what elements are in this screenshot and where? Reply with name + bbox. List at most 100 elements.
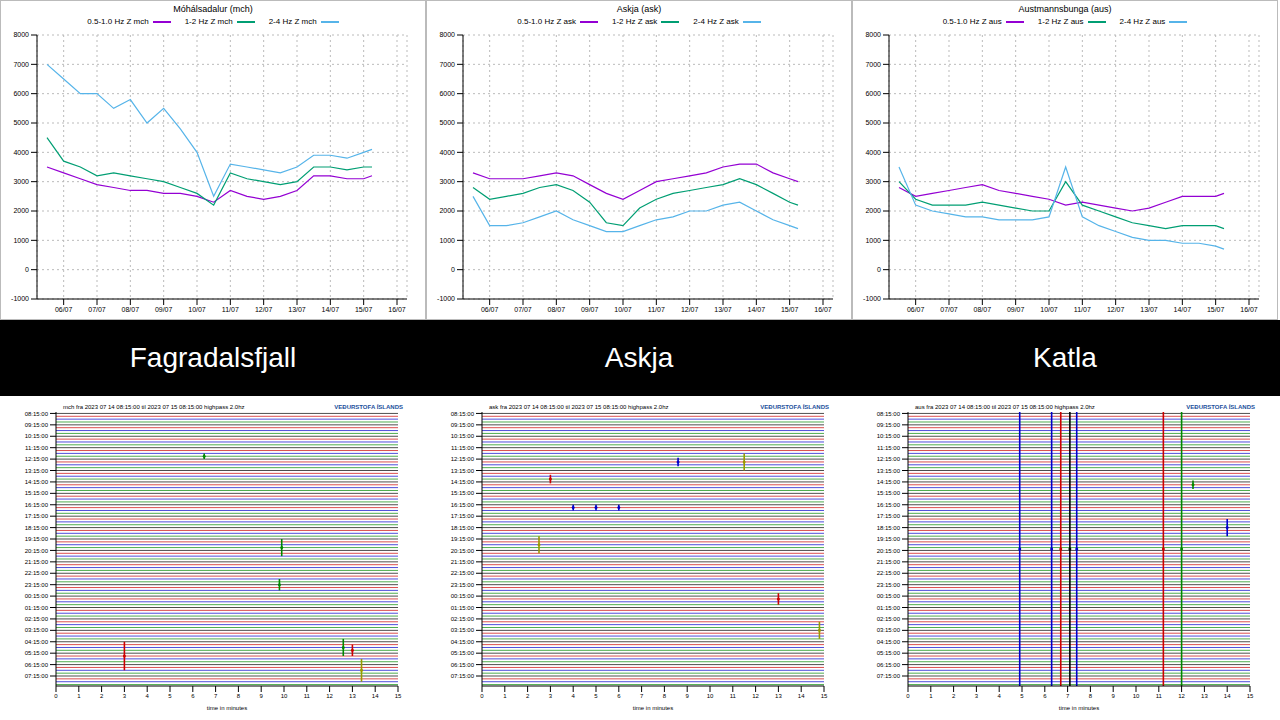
svg-text:-1000: -1000 bbox=[437, 295, 455, 302]
svg-text:4: 4 bbox=[998, 693, 1002, 699]
svg-text:3: 3 bbox=[549, 693, 553, 699]
svg-text:3000: 3000 bbox=[439, 178, 455, 185]
svg-text:08/07: 08/07 bbox=[122, 306, 140, 313]
svg-text:12:15:00: 12:15:00 bbox=[877, 456, 901, 462]
svg-text:06:15:00: 06:15:00 bbox=[451, 662, 475, 668]
svg-text:14/07: 14/07 bbox=[748, 306, 766, 313]
svg-text:00:15:00: 00:15:00 bbox=[25, 593, 49, 599]
svg-text:6000: 6000 bbox=[865, 90, 881, 97]
svg-text:8: 8 bbox=[237, 693, 241, 699]
svg-text:04:15:00: 04:15:00 bbox=[25, 639, 49, 645]
svg-text:11:15:00: 11:15:00 bbox=[877, 445, 901, 451]
svg-text:4: 4 bbox=[572, 693, 576, 699]
svg-text:19:15:00: 19:15:00 bbox=[877, 536, 901, 542]
svg-text:10:15:00: 10:15:00 bbox=[25, 433, 49, 439]
svg-text:14:15:00: 14:15:00 bbox=[451, 479, 475, 485]
svg-text:5000: 5000 bbox=[439, 119, 455, 126]
svg-text:19:15:00: 19:15:00 bbox=[451, 536, 475, 542]
svg-text:0: 0 bbox=[480, 693, 484, 699]
svg-text:15:15:00: 15:15:00 bbox=[877, 490, 901, 496]
svg-text:6: 6 bbox=[617, 693, 621, 699]
svg-text:09/07: 09/07 bbox=[581, 306, 599, 313]
svg-text:05:15:00: 05:15:00 bbox=[451, 650, 475, 656]
svg-text:6: 6 bbox=[191, 693, 195, 699]
svg-text:15/07: 15/07 bbox=[1207, 306, 1225, 313]
svg-text:time in minutes: time in minutes bbox=[1059, 705, 1099, 711]
svg-text:1: 1 bbox=[77, 693, 81, 699]
svg-text:12:15:00: 12:15:00 bbox=[451, 456, 475, 462]
svg-text:1: 1 bbox=[929, 693, 933, 699]
svg-text:21:15:00: 21:15:00 bbox=[451, 559, 475, 565]
svg-text:22:15:00: 22:15:00 bbox=[451, 570, 475, 576]
svg-text:1000: 1000 bbox=[865, 237, 881, 244]
svg-text:5: 5 bbox=[594, 693, 598, 699]
svg-text:17:15:00: 17:15:00 bbox=[877, 513, 901, 519]
svg-text:08:15:00: 08:15:00 bbox=[25, 411, 49, 417]
svg-text:12/07: 12/07 bbox=[681, 306, 699, 313]
svg-text:16:15:00: 16:15:00 bbox=[25, 502, 49, 508]
svg-text:05:15:00: 05:15:00 bbox=[877, 650, 901, 656]
svg-text:5000: 5000 bbox=[865, 119, 881, 126]
svg-text:2000: 2000 bbox=[865, 207, 881, 214]
svg-text:09:15:00: 09:15:00 bbox=[451, 422, 475, 428]
svg-text:08/07: 08/07 bbox=[548, 306, 566, 313]
svg-text:2000: 2000 bbox=[13, 207, 29, 214]
svg-text:8: 8 bbox=[663, 693, 667, 699]
svg-text:10: 10 bbox=[1133, 693, 1140, 699]
svg-text:22:15:00: 22:15:00 bbox=[25, 570, 49, 576]
svg-text:11: 11 bbox=[304, 693, 311, 699]
svg-text:10: 10 bbox=[707, 693, 714, 699]
svg-text:03:15:00: 03:15:00 bbox=[451, 627, 475, 633]
svg-text:09/07: 09/07 bbox=[1007, 306, 1025, 313]
svg-text:4000: 4000 bbox=[13, 149, 29, 156]
svg-text:14:15:00: 14:15:00 bbox=[25, 479, 49, 485]
svg-text:2: 2 bbox=[526, 693, 530, 699]
svg-text:06/07: 06/07 bbox=[481, 306, 499, 313]
svg-text:7: 7 bbox=[214, 693, 218, 699]
svg-text:03:15:00: 03:15:00 bbox=[877, 627, 901, 633]
svg-text:10: 10 bbox=[281, 693, 288, 699]
svg-text:0: 0 bbox=[906, 693, 910, 699]
svg-text:1000: 1000 bbox=[439, 237, 455, 244]
svg-text:7000: 7000 bbox=[865, 61, 881, 68]
svg-text:23:15:00: 23:15:00 bbox=[451, 582, 475, 588]
svg-text:15: 15 bbox=[1247, 693, 1254, 699]
svg-text:10/07: 10/07 bbox=[1040, 306, 1058, 313]
svg-text:11:15:00: 11:15:00 bbox=[451, 445, 475, 451]
svg-text:07/07: 07/07 bbox=[940, 306, 958, 313]
svg-text:8000: 8000 bbox=[13, 31, 29, 38]
svg-text:14: 14 bbox=[798, 693, 805, 699]
svg-text:21:15:00: 21:15:00 bbox=[25, 559, 49, 565]
svg-text:13/07: 13/07 bbox=[288, 306, 306, 313]
svg-text:19:15:00: 19:15:00 bbox=[25, 536, 49, 542]
svg-text:02:15:00: 02:15:00 bbox=[451, 616, 475, 622]
svg-text:13/07: 13/07 bbox=[714, 306, 732, 313]
svg-text:14: 14 bbox=[1224, 693, 1231, 699]
svg-text:00:15:00: 00:15:00 bbox=[451, 593, 475, 599]
svg-text:9: 9 bbox=[686, 693, 690, 699]
svg-text:15: 15 bbox=[395, 693, 402, 699]
svg-text:13: 13 bbox=[775, 693, 782, 699]
svg-text:06:15:00: 06:15:00 bbox=[877, 662, 901, 668]
svg-text:7: 7 bbox=[1066, 693, 1070, 699]
svg-text:08:15:00: 08:15:00 bbox=[877, 411, 901, 417]
svg-text:0: 0 bbox=[54, 693, 58, 699]
svg-text:8000: 8000 bbox=[439, 31, 455, 38]
svg-text:4000: 4000 bbox=[865, 149, 881, 156]
svg-text:18:15:00: 18:15:00 bbox=[877, 525, 901, 531]
svg-text:4: 4 bbox=[146, 693, 150, 699]
svg-text:09:15:00: 09:15:00 bbox=[877, 422, 901, 428]
svg-text:14/07: 14/07 bbox=[1174, 306, 1192, 313]
svg-text:15/07: 15/07 bbox=[355, 306, 373, 313]
svg-text:06/07: 06/07 bbox=[907, 306, 925, 313]
svg-text:7000: 7000 bbox=[13, 61, 29, 68]
svg-text:7: 7 bbox=[640, 693, 644, 699]
svg-text:1: 1 bbox=[503, 693, 507, 699]
svg-text:12: 12 bbox=[326, 693, 333, 699]
svg-text:3: 3 bbox=[123, 693, 127, 699]
svg-text:07:15:00: 07:15:00 bbox=[877, 673, 901, 679]
svg-text:06:15:00: 06:15:00 bbox=[25, 662, 49, 668]
svg-text:02:15:00: 02:15:00 bbox=[877, 616, 901, 622]
svg-text:15:15:00: 15:15:00 bbox=[25, 490, 49, 496]
svg-text:15:15:00: 15:15:00 bbox=[451, 490, 475, 496]
